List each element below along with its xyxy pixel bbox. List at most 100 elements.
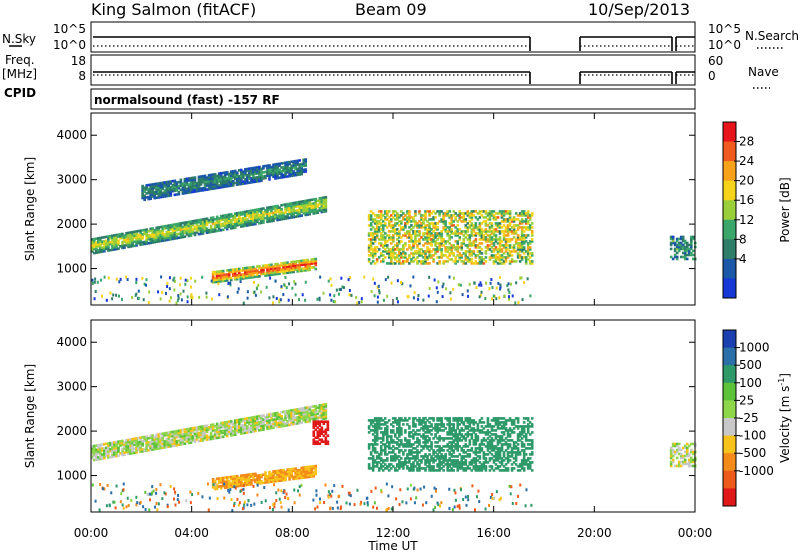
power-speckle [434, 278, 436, 281]
power-speckle [508, 295, 510, 298]
power-speckle [190, 277, 192, 280]
power-speckle [100, 279, 102, 282]
power-cell [408, 210, 411, 213]
power-speckle [512, 294, 514, 297]
velocity-cell [222, 436, 225, 439]
velocity-cell [264, 471, 267, 474]
power-speckle [217, 282, 219, 285]
beam-title: Beam 09 [355, 0, 427, 19]
power-speckle [450, 298, 452, 301]
power-speckle [187, 295, 189, 298]
power-speckle [104, 276, 106, 279]
velocity-panel-bg [91, 320, 695, 512]
power-cell [456, 224, 459, 227]
power-cell [531, 226, 534, 229]
power-panel-bg [91, 113, 695, 305]
y-tick-label: 4000 [56, 128, 87, 142]
power-speckle [187, 279, 189, 282]
power-speckle [138, 290, 140, 293]
power-cell [676, 256, 679, 259]
power-speckle [118, 295, 120, 298]
power-cell [499, 236, 502, 239]
power-speckle [377, 296, 379, 299]
power-cell [471, 258, 474, 261]
power-speckle [269, 277, 271, 280]
power-cell [117, 247, 120, 250]
power-speckle [282, 293, 284, 296]
velocity-cell [184, 442, 187, 445]
power-speckle [330, 277, 332, 280]
power-speckle [361, 300, 363, 303]
power-speckle [330, 299, 332, 302]
power-speckle [94, 278, 96, 281]
power-speckle [238, 287, 240, 290]
power-speckle [490, 278, 492, 281]
power-speckle [295, 293, 297, 296]
power-speckle [518, 301, 520, 304]
velocity-cell [117, 446, 120, 449]
velocity-cell [404, 449, 407, 452]
power-speckle [94, 281, 96, 284]
power-speckle [356, 302, 358, 305]
power-cell [485, 256, 488, 259]
power-cell [531, 230, 534, 233]
power-speckle [112, 293, 114, 296]
velocity-cell [418, 439, 421, 442]
power-cell [509, 210, 512, 213]
power-cell [300, 214, 303, 217]
power-speckle [274, 280, 276, 283]
power-speckle [442, 283, 444, 286]
velocity-cell [428, 437, 431, 440]
power-speckle [266, 286, 268, 289]
power-speckle [260, 291, 262, 294]
power-cell [475, 238, 478, 241]
nave-tick-bottom: 0 [708, 69, 716, 83]
power-cell [222, 270, 225, 273]
power-cell [481, 252, 484, 255]
power-speckle [374, 282, 376, 285]
power-speckle [377, 301, 379, 304]
power-speckle [302, 293, 304, 296]
power-speckle [371, 290, 373, 293]
power-y-axis-label: Slant Range [km] [23, 157, 37, 261]
power-cell [184, 235, 187, 238]
power-cell [180, 179, 183, 182]
power-speckle [515, 281, 517, 284]
power-speckle [386, 295, 388, 298]
power-cell [414, 210, 417, 213]
power-cell [491, 222, 494, 225]
power-speckle [409, 284, 411, 287]
power-cell [380, 210, 383, 213]
power-speckle [383, 299, 385, 302]
velocity-cell [300, 421, 303, 424]
power-speckle [385, 278, 387, 281]
noise-left-tick-top: 10^5 [53, 22, 86, 36]
power-speckle [109, 292, 111, 295]
power-cell [418, 230, 421, 233]
velocity-cell [400, 427, 403, 430]
power-speckle [166, 285, 168, 288]
power-cell [473, 250, 476, 253]
noise-right-tick-bottom: 10^0 [708, 38, 741, 52]
power-speckle [227, 295, 229, 298]
power-cell [529, 246, 532, 249]
power-cell [481, 248, 484, 251]
power-speckle [305, 281, 307, 284]
velocity-cell [402, 423, 405, 426]
power-speckle [387, 276, 389, 279]
power-cell [432, 258, 435, 261]
velocity-cell [380, 427, 383, 430]
power-speckle [428, 276, 430, 279]
power-speckle [280, 298, 282, 301]
power-cell [670, 248, 673, 251]
velocity-cell [432, 417, 435, 420]
power-speckle [491, 286, 493, 289]
power-cell [485, 260, 488, 263]
power-speckle [148, 290, 150, 293]
power-cell [464, 218, 467, 221]
velocity-cell [376, 443, 379, 446]
power-speckle [363, 275, 365, 278]
power-speckle [116, 278, 118, 281]
power-cell [404, 242, 407, 245]
power-speckle [179, 283, 181, 286]
